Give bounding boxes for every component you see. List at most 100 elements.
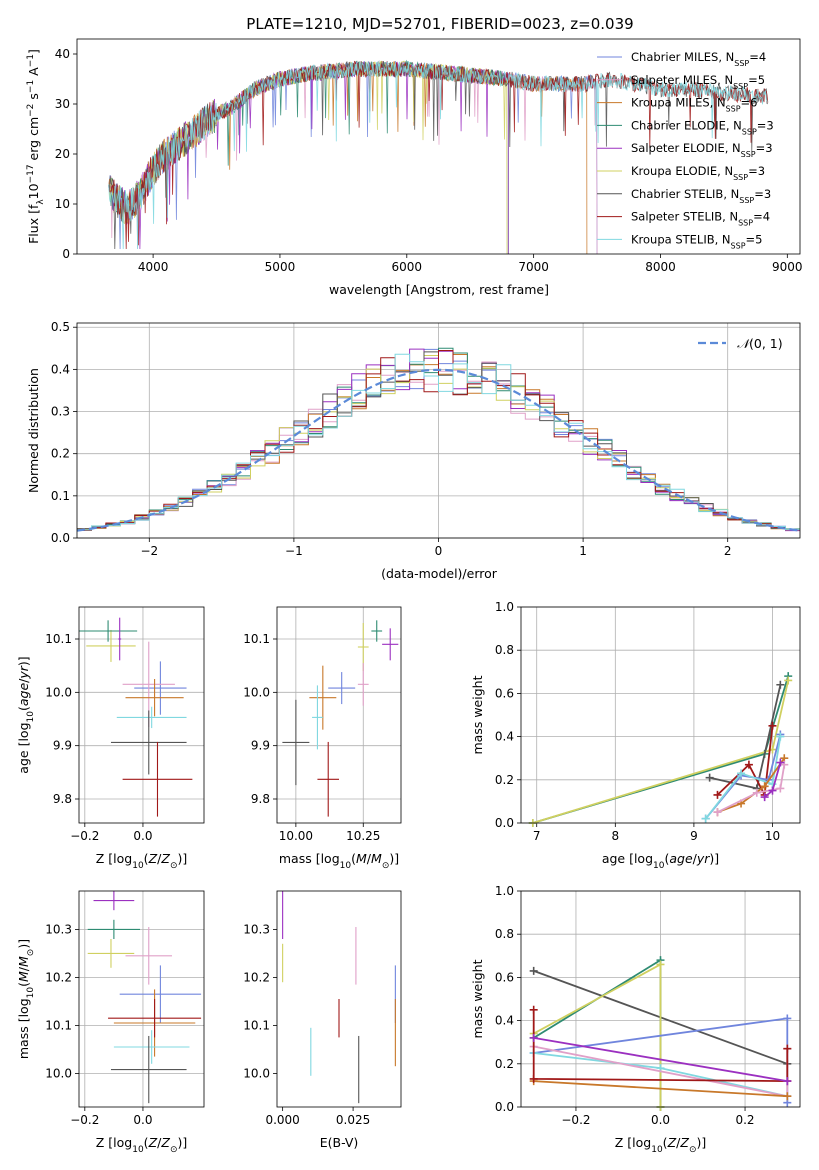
x-tick-label: 8000 — [645, 260, 676, 274]
y-tick-label: 0.8 — [495, 927, 514, 941]
y-tick-label: 9.9 — [53, 739, 72, 753]
y-tick-label: 10.1 — [243, 632, 270, 646]
y-tick-label: 10.1 — [45, 1018, 72, 1032]
y-tick-label: 0 — [62, 247, 70, 261]
x-tick-label: 4000 — [138, 260, 169, 274]
y-tick-label: 0.5 — [51, 320, 70, 334]
axes-frame — [520, 890, 801, 1108]
y-tick-label: 10.3 — [45, 922, 72, 936]
x-axis-label: wavelength [Angstrom, rest frame] — [329, 282, 549, 297]
weight-marker — [783, 1044, 792, 1053]
y-tick-label: 0.2 — [495, 773, 514, 787]
weight-line-6 — [704, 736, 782, 820]
weight-marker — [783, 1014, 792, 1023]
axes-frame — [276, 606, 402, 824]
axes-frame — [76, 38, 801, 255]
x-tick-label: 6000 — [392, 260, 423, 274]
weight-marker — [752, 788, 761, 797]
x-tick-label: 7000 — [518, 260, 549, 274]
y-axis-label: mass [log10(M/M⊙)] — [16, 939, 36, 1059]
y-tick-label: 10 — [55, 197, 70, 211]
weight-line-9 — [533, 1037, 788, 1082]
y-tick-label: 0.6 — [495, 686, 514, 700]
x-tick-label: 1 — [579, 544, 587, 558]
x-tick-label: 0.0 — [651, 1113, 670, 1127]
weight-line-4 — [716, 725, 774, 798]
x-tick-label: 9000 — [772, 260, 803, 274]
y-tick-label: 10.3 — [243, 922, 270, 936]
weight-marker — [776, 680, 785, 689]
y-tick-label: 10.2 — [243, 970, 270, 984]
y-tick-label: 0.4 — [495, 1014, 514, 1028]
x-tick-label: 9 — [690, 829, 698, 843]
y-tick-label: 20 — [55, 147, 70, 161]
legend-entry-8: Salpeter STELIB, NSSP=4 — [631, 210, 770, 228]
x-axis-label: mass [log10(M/M⊙)] — [279, 851, 399, 871]
normal-curve — [76, 368, 801, 532]
x-tick-label: −0.2 — [561, 1113, 590, 1127]
weight-marker — [529, 1005, 538, 1014]
weight-marker — [776, 758, 785, 767]
weight-marker — [701, 814, 710, 823]
y-tick-label: 40 — [55, 47, 70, 61]
x-tick-label: 0.025 — [336, 1113, 370, 1127]
y-axis-label: age [log10(age/yr)] — [16, 656, 36, 773]
y-tick-label: 0.6 — [495, 970, 514, 984]
x-axis-label: Z [log10(Z/Z⊙)] — [96, 851, 188, 871]
y-tick-label: 10.0 — [45, 1066, 72, 1080]
weight-marker — [529, 966, 538, 975]
x-tick-label: 10.00 — [279, 829, 313, 843]
x-tick-label: 0.0 — [133, 829, 152, 843]
legend-entry-6: Kroupa ELODIE, NSSP=3 — [631, 164, 765, 182]
y-tick-label: 0.8 — [495, 643, 514, 657]
legend-entry-4: Chabrier ELODIE, NSSP=3 — [631, 118, 774, 136]
x-tick-label: 0.0 — [133, 1113, 152, 1127]
y-tick-label: 0.2 — [51, 447, 70, 461]
histogram-step-9 — [77, 353, 800, 531]
x-axis-label: E(B-V) — [320, 1135, 359, 1150]
x-tick-label: 10 — [765, 829, 780, 843]
weight-marker — [760, 793, 769, 802]
y-tick-label: 10.0 — [243, 685, 270, 699]
spectrum-line-9 — [108, 61, 769, 250]
legend-entry-7: Chabrier STELIB, NSSP=3 — [631, 187, 771, 205]
legend-entry-3: Kroupa MILES, NSSP=6 — [631, 96, 757, 114]
x-axis-label: age [log10(age/yr)] — [602, 851, 719, 871]
y-axis-label: mass weight — [470, 675, 485, 754]
x-axis-label: Z [log10(Z/Z⊙)] — [615, 1135, 707, 1155]
mass-vs-metallicity-panel: −0.2 0.0 10.0 10.1 10.2 10.3 Z [log10(Z/Z⊙)] ma… — [16, 890, 205, 1155]
x-tick-label: 5000 — [265, 260, 296, 274]
x-tick-label: 0 — [435, 544, 443, 558]
weight-marker — [783, 1092, 792, 1101]
y-tick-label: 9.8 — [251, 792, 270, 806]
age-vs-metallicity-panel: −0.2 0.0 9.8 9.9 10.0 10.1 Z [log10(Z/Z⊙)] age … — [16, 606, 205, 871]
x-axis-label: (data-model)/error — [381, 566, 498, 581]
axes-frame — [276, 890, 402, 1108]
y-tick-label: 10.0 — [243, 1066, 270, 1080]
x-tick-label: −0.2 — [70, 829, 99, 843]
y-axis-label: mass weight — [470, 959, 485, 1038]
weight-marker — [529, 1033, 538, 1042]
axes-frame — [78, 890, 205, 1108]
x-tick-label: 7 — [533, 829, 541, 843]
mass-vs-extinction-panel: 0.000 0.025 10.0 10.1 10.2 10.3 E(B-V) — [243, 890, 402, 1150]
y-tick-label: 10.1 — [45, 632, 72, 646]
histogram-step-8 — [77, 350, 800, 531]
y-tick-label: 10.0 — [45, 685, 72, 699]
y-tick-label: 0.2 — [495, 1057, 514, 1071]
x-tick-label: 2 — [724, 544, 732, 558]
weight-marker — [656, 960, 665, 969]
y-tick-label: 9.8 — [53, 792, 72, 806]
y-tick-label: 10.2 — [45, 970, 72, 984]
weight-marker — [776, 732, 785, 741]
legend-entry-1: Chabrier MILES, NSSP=4 — [631, 50, 766, 68]
weight-marker — [713, 808, 722, 817]
y-tick-label: 9.9 — [251, 739, 270, 753]
y-tick-label: 0.0 — [51, 531, 70, 545]
weight-line-7 — [533, 1080, 788, 1098]
weight-marker — [529, 1074, 538, 1083]
x-tick-label: 10.25 — [346, 829, 380, 843]
axes-frame — [76, 322, 801, 539]
weight-marker — [783, 1077, 792, 1086]
